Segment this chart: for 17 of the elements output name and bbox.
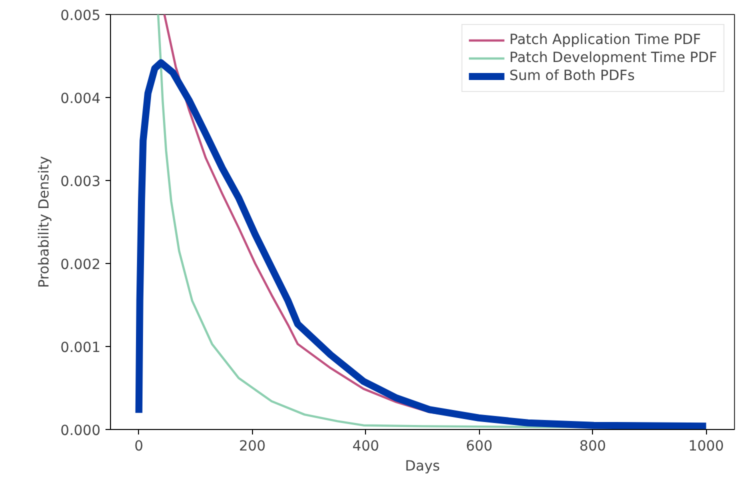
y-tick-label: 0.005: [60, 8, 101, 24]
legend-label: Sum of Both PDFs: [509, 67, 635, 85]
x-tick-label: 600: [466, 438, 493, 454]
y-tick-label: 0.002: [60, 257, 101, 273]
x-tick-label: 400: [352, 438, 380, 454]
x-tick-label: 0: [134, 438, 144, 454]
x-axis-title: Days: [405, 458, 440, 474]
x-tick-label: 800: [579, 438, 606, 454]
x-tick-label: 200: [238, 438, 266, 454]
y-axis-title: Probability Density: [36, 156, 52, 288]
x-tick-label: 1000: [688, 438, 724, 454]
y-tick-label: 0.000: [60, 423, 101, 439]
y-tick-label: 0.003: [60, 174, 101, 190]
legend-label: Patch Application Time PDF: [509, 31, 701, 49]
y-tick-label: 0.001: [60, 340, 101, 356]
y-tick-label: 0.004: [60, 91, 101, 107]
legend-label: Patch Development Time PDF: [509, 49, 717, 67]
